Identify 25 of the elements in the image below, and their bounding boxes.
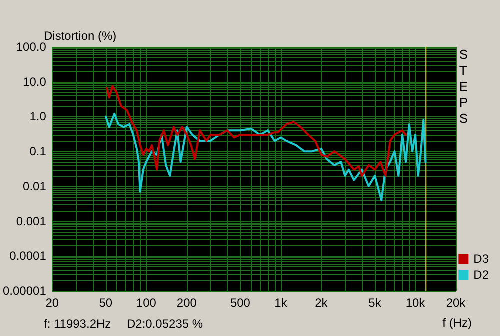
x-tick-label: 100 xyxy=(136,296,157,310)
x-axis-title: f (Hz) xyxy=(442,316,472,330)
text: f: 11993.2Hz xyxy=(44,317,112,331)
y-axis-title: Distortion (%) xyxy=(44,29,117,43)
x-tick-label: 200 xyxy=(176,296,198,310)
text: STEPS xyxy=(459,47,468,126)
x-tick-label: 500 xyxy=(230,296,251,310)
x-tick-label: 1k xyxy=(274,296,288,310)
x-tick-label: 5k xyxy=(368,296,382,310)
y-tick-label: 10.0 xyxy=(23,74,47,89)
y-tick-label: 0.01 xyxy=(23,179,47,194)
legend-label: D3 xyxy=(474,252,490,266)
x-tick-label: 2k xyxy=(315,296,329,310)
x-tick-label: 10k xyxy=(406,296,426,310)
x-tick-label: 20 xyxy=(46,296,60,310)
y-tick-label: 100.0 xyxy=(16,40,47,54)
x-tick-label: 20k xyxy=(446,296,467,310)
legend-label: D2 xyxy=(474,268,490,282)
y-tick-label: 1.0 xyxy=(30,110,47,124)
y-tick-label: 0.00001 xyxy=(2,284,47,298)
x-tick-label: 50 xyxy=(99,296,113,310)
text: D2:0.05235 % xyxy=(127,317,204,331)
y-tick-label: 0.1 xyxy=(30,144,47,159)
y-tick-label: 0.001 xyxy=(16,214,47,228)
y-tick-label: 0.0001 xyxy=(10,249,47,264)
